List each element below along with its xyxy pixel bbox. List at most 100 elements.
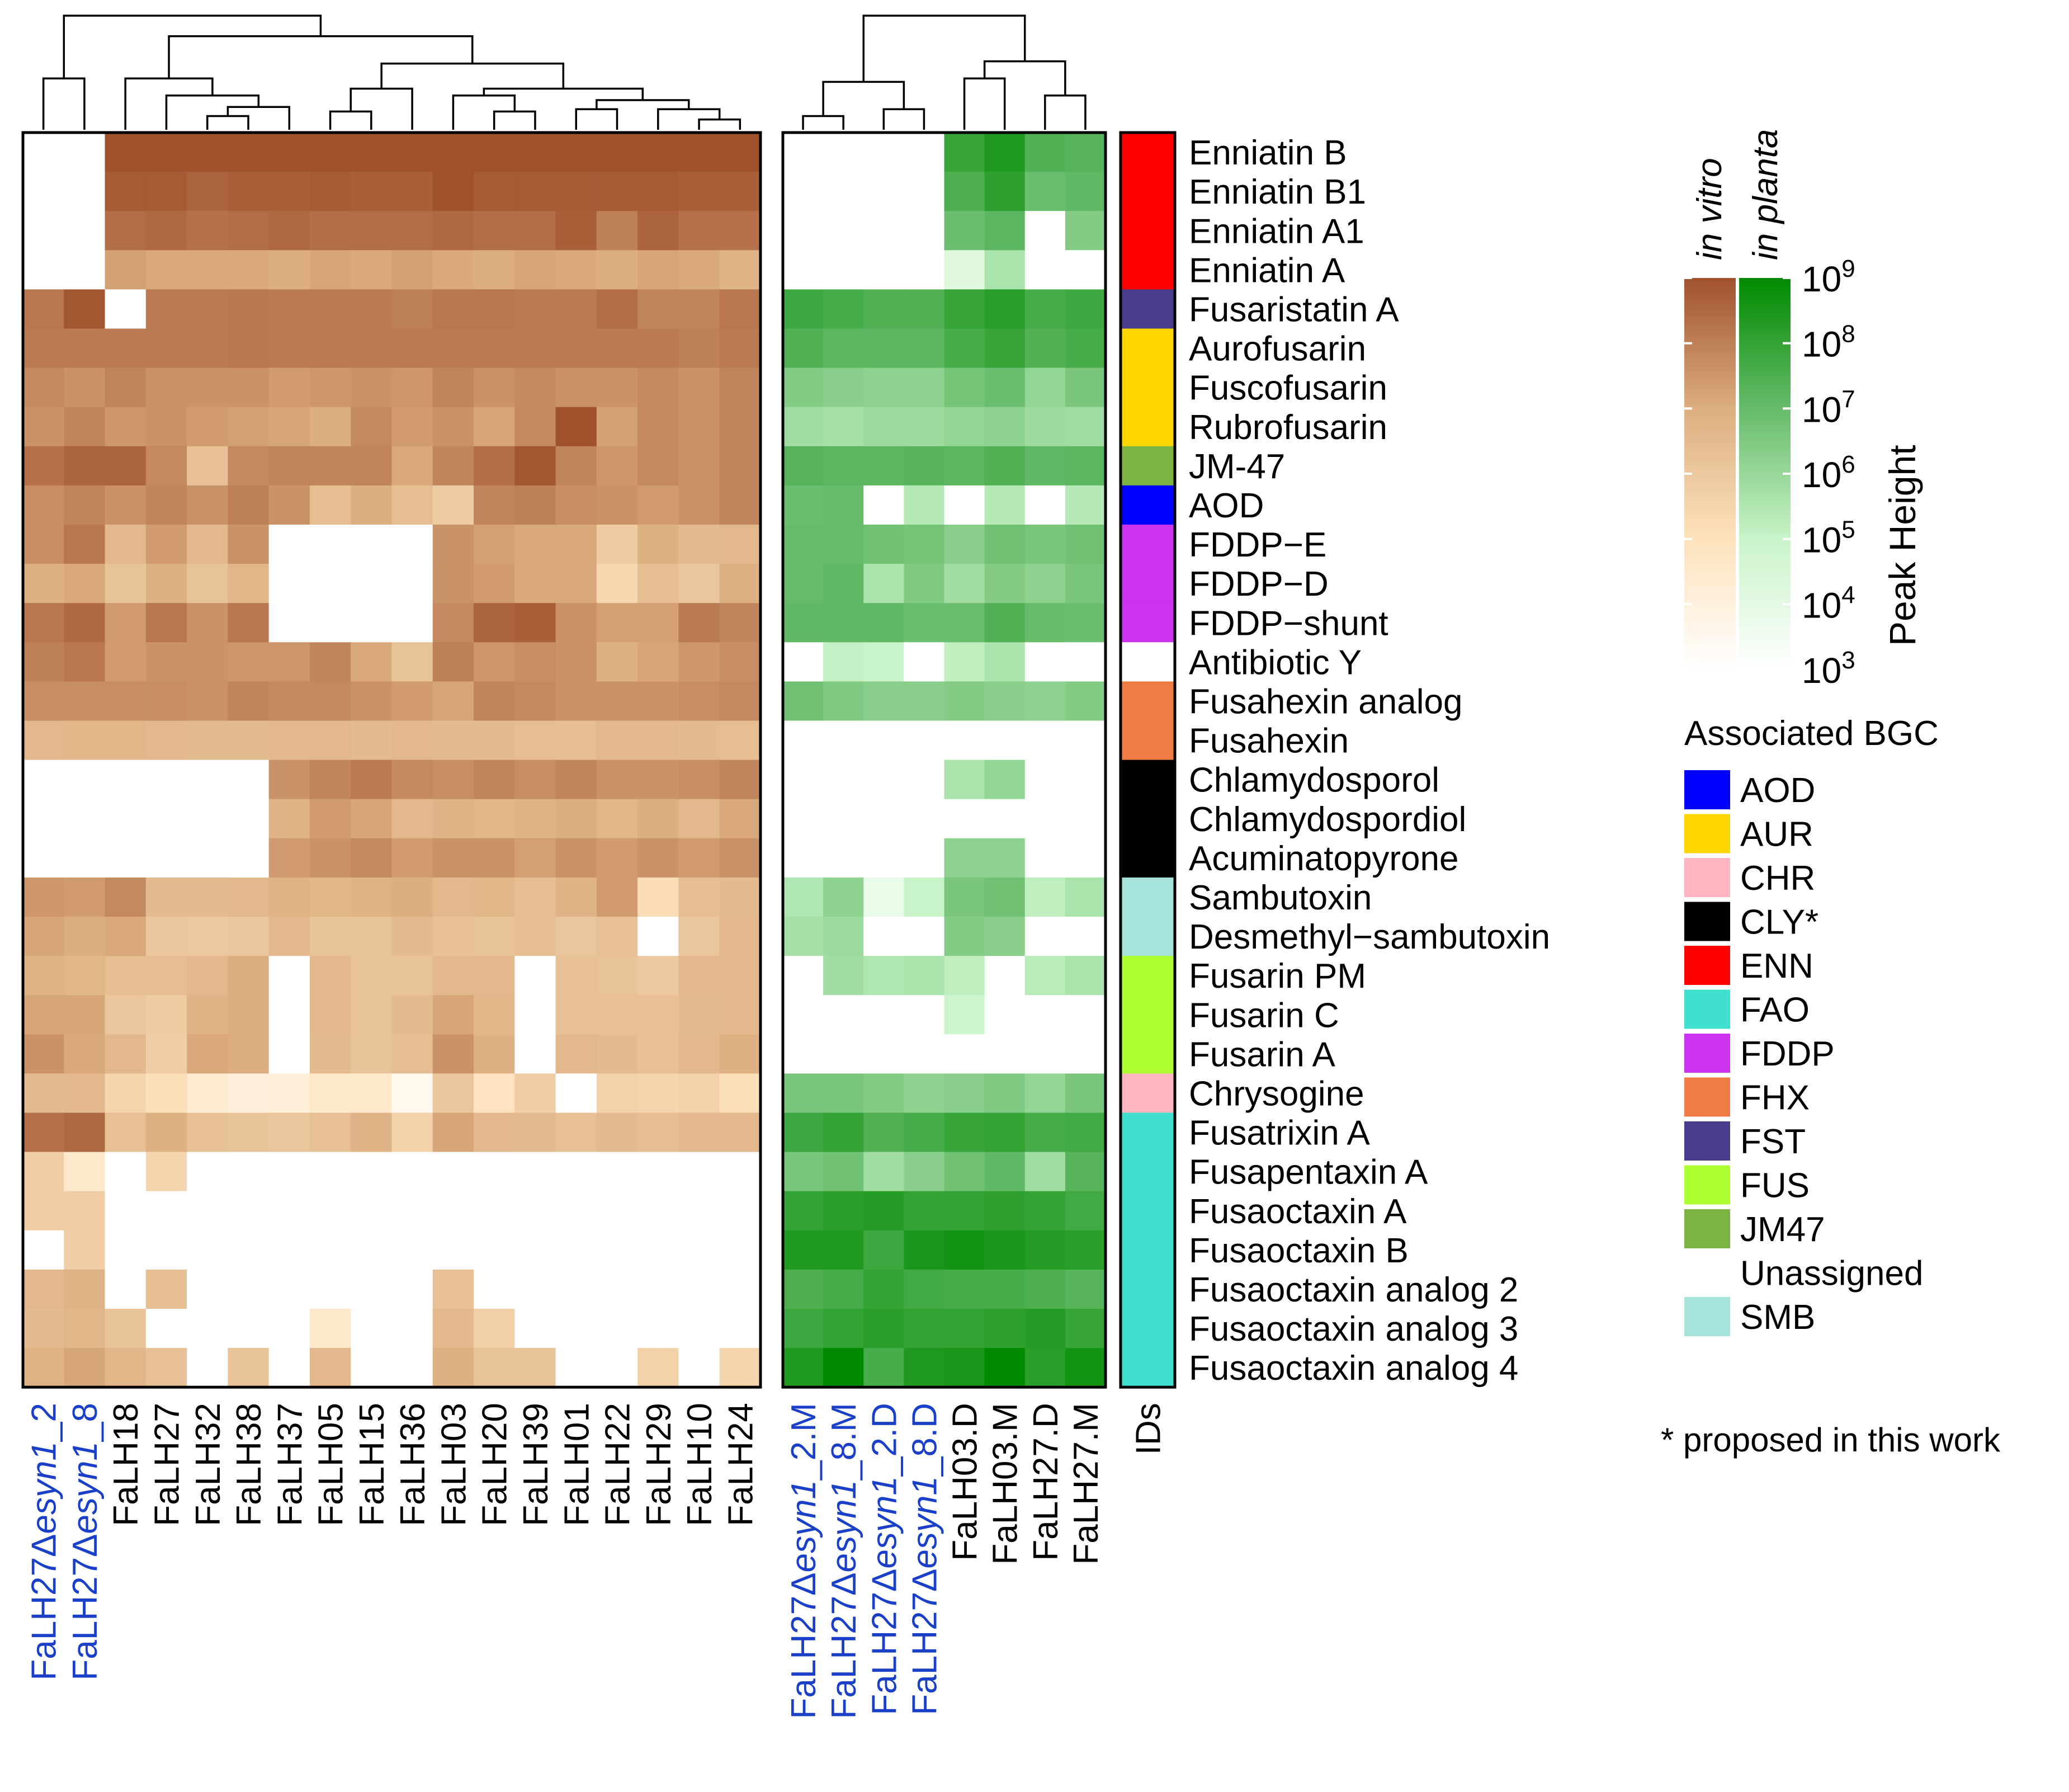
vitro-cell <box>432 250 474 290</box>
vitro-cell <box>64 211 106 251</box>
planta-cell <box>904 995 945 1035</box>
vitro-cell <box>474 799 515 839</box>
planta-cell <box>1024 250 1066 290</box>
planta-cell <box>944 1152 985 1192</box>
vitro-cell <box>351 133 393 172</box>
vitro-cell <box>391 407 433 447</box>
planta-cell <box>904 211 945 251</box>
compound-label: Fusaoctaxin analog 4 <box>1189 1349 1518 1388</box>
bgc-swatch <box>1684 1297 1730 1336</box>
vitro-cell <box>555 250 597 290</box>
planta-cell <box>944 485 985 525</box>
planta-cell <box>944 289 985 329</box>
planta-cell <box>863 1309 904 1348</box>
vitro-cell <box>719 1309 761 1348</box>
planta-cell <box>944 995 985 1035</box>
vitro-cell <box>514 1269 556 1309</box>
planta-label: FaLH03.M <box>986 1403 1025 1564</box>
id-cell <box>1121 328 1175 369</box>
vitro-cell <box>678 995 720 1035</box>
vitro-cell <box>228 564 270 603</box>
vitro-cell <box>596 407 638 447</box>
planta-cell <box>863 485 904 525</box>
planta-cell <box>984 681 1026 721</box>
dendrogram-branch <box>822 81 905 116</box>
planta-cell <box>1065 407 1106 447</box>
vitro-cell <box>64 485 106 525</box>
vitro-cell <box>719 172 761 211</box>
vitro-cell <box>268 720 310 761</box>
vitro-cell <box>268 1152 310 1192</box>
planta-cell <box>823 720 864 761</box>
vitro-cell <box>351 1348 393 1388</box>
planta-cell <box>783 1073 824 1114</box>
vitro-cell <box>228 838 270 878</box>
vitro-cell <box>268 1073 310 1114</box>
planta-cell <box>863 720 904 761</box>
dendrogram-branch <box>452 95 516 130</box>
vitro-cell <box>105 211 147 251</box>
vitro-cell <box>64 681 106 721</box>
vitro-cell <box>678 367 720 408</box>
vitro-cell <box>145 564 187 603</box>
vitro-cell <box>596 956 638 996</box>
vitro-cell <box>514 681 556 721</box>
vitro-cell <box>474 250 515 290</box>
bgc-label: FUS <box>1740 1167 1810 1205</box>
vitro-cell <box>637 407 679 447</box>
vitro-cell <box>637 760 679 800</box>
planta-cell <box>944 917 985 956</box>
vitro-cell <box>268 1348 310 1388</box>
id-cell <box>1121 564 1175 603</box>
planta-cell <box>984 1269 1026 1309</box>
vitro-cell <box>432 681 474 721</box>
vitro-cell <box>309 367 351 408</box>
vitro-cell <box>555 995 597 1035</box>
vitro-cell <box>637 681 679 721</box>
planta-cell <box>783 172 824 211</box>
dendrogram-branch <box>698 118 741 130</box>
planta-cell <box>823 133 864 172</box>
vitro-cell <box>555 956 597 996</box>
vitro-cell <box>145 525 187 564</box>
planta-cell <box>984 799 1026 839</box>
vitro-cell <box>228 1152 270 1192</box>
vitro-cell <box>514 172 556 211</box>
planta-cell <box>904 1269 945 1309</box>
planta-cell <box>904 1034 945 1074</box>
vitro-cell <box>391 720 433 761</box>
planta-cell <box>1024 877 1066 917</box>
planta-cell <box>823 760 864 800</box>
planta-cell <box>944 681 985 721</box>
planta-cell <box>823 799 864 839</box>
vitro-cell <box>187 525 228 564</box>
vitro-cell <box>391 1348 433 1388</box>
vitro-cell <box>474 446 515 486</box>
vitro-cell <box>23 1152 64 1192</box>
vitro-label: FaLH36 <box>394 1403 432 1526</box>
vitro-cell <box>351 760 393 800</box>
in-vitro-label: in vitro <box>1690 158 1729 260</box>
vitro-cell <box>268 799 310 839</box>
vitro-cell <box>268 681 310 721</box>
vitro-cell <box>678 720 720 761</box>
vitro-cell <box>351 877 393 917</box>
compound-label: FDDP−D <box>1189 565 1329 603</box>
vitro-cell <box>719 956 761 996</box>
vitro-cell <box>351 211 393 251</box>
planta-cell <box>1065 485 1106 525</box>
vitro-cell <box>309 211 351 251</box>
compound-label: Antibiotic Y <box>1189 643 1362 682</box>
vitro-cell <box>268 525 310 564</box>
planta-cell <box>1024 1034 1066 1074</box>
planta-cell <box>863 564 904 603</box>
planta-cell <box>783 642 824 682</box>
planta-cell <box>823 446 864 486</box>
vitro-cell <box>514 1112 556 1153</box>
planta-cell <box>944 1230 985 1270</box>
vitro-cell <box>64 877 106 917</box>
vitro-cell <box>187 211 228 251</box>
vitro-cell <box>105 642 147 682</box>
vitro-cell <box>105 799 147 839</box>
vitro-cell <box>391 1034 433 1074</box>
